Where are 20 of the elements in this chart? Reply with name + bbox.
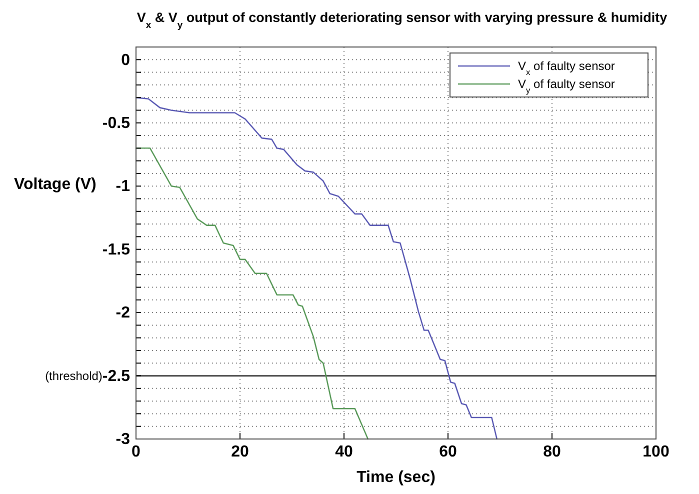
y-axis-title: Voltage (V) (14, 176, 96, 193)
ref-line-label: (threshold) (45, 368, 102, 383)
legend-label: V$_{x}$ of faulty sensor (518, 59, 615, 78)
x-tick-label: 80 (543, 443, 561, 460)
y-tick-label: -1 (116, 178, 130, 196)
x-axis-title: Time (sec) (356, 469, 436, 486)
y-tick-label: -3 (116, 431, 130, 448)
line-series (135, 96, 498, 440)
x-tick-label: 20 (231, 443, 249, 460)
y-tick-label: -2.5 (102, 368, 130, 385)
legend-label: V$_{y}$ of faulty sensor (518, 77, 615, 96)
y-tick-label: -2 (116, 304, 130, 322)
x-tick-label: 100 (642, 443, 670, 460)
y-tick-label: -0.5 (102, 114, 130, 132)
line-series (135, 148, 369, 440)
x-tick-label: 60 (439, 443, 457, 460)
x-tick-label: 40 (335, 443, 353, 460)
chart-title: V$_{x}$ & V$_{y}$ output of constantly deteriorating sensor with varying pressure & humidity (136, 10, 668, 30)
y-tick-label: 0 (121, 52, 130, 69)
y-tick-label: -1.5 (102, 241, 130, 258)
